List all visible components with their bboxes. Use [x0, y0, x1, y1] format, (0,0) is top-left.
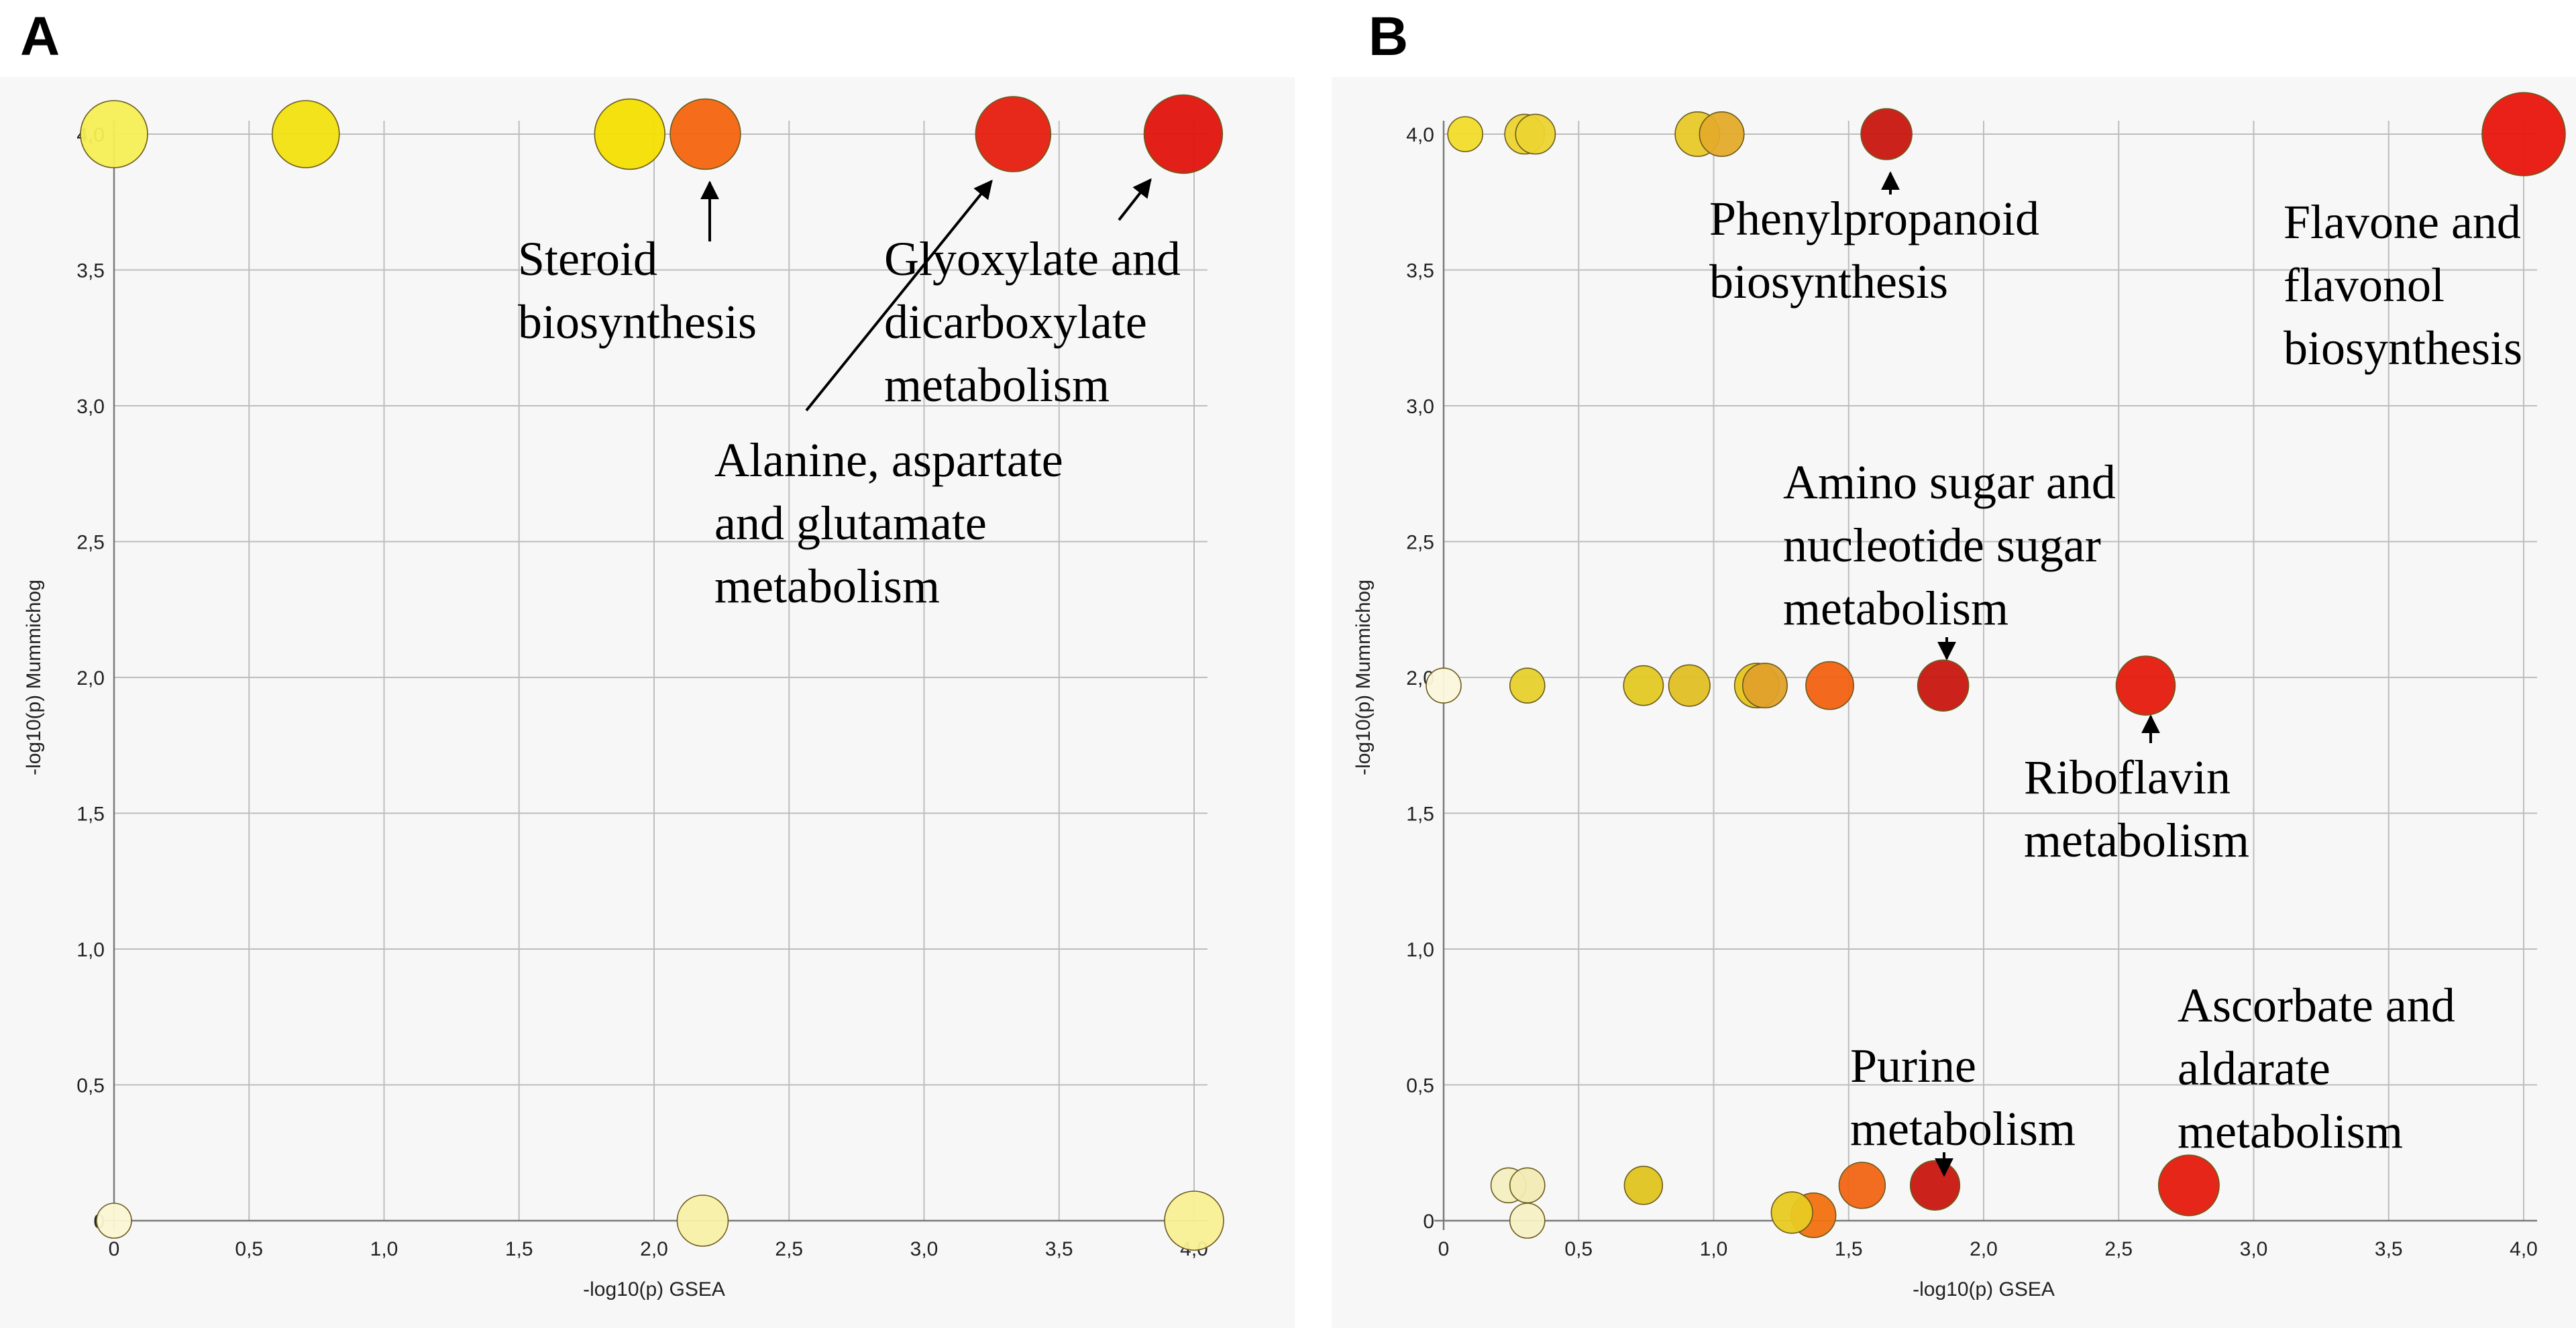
x-tick-label: 2,5	[2104, 1238, 2133, 1260]
y-tick-label: 2,5	[76, 532, 105, 554]
data-point	[1909, 1160, 1961, 1211]
panel-a: A00,51,01,52,02,53,03,54,000,51,01,52,02…	[0, 6, 1295, 1328]
data-point	[1917, 659, 1970, 712]
data-point	[1143, 94, 1224, 174]
data-point	[1838, 1162, 1886, 1209]
pathway-annotation: Amino sugar and nucleotide sugar metabolis…	[1783, 455, 2116, 635]
y-tick-label: 3,0	[76, 396, 105, 418]
y-tick-label: 1,0	[1406, 939, 1434, 961]
x-tick-label: 0,5	[235, 1238, 263, 1260]
x-tick-label: 3,0	[2240, 1238, 2268, 1260]
data-point	[1164, 1191, 1224, 1251]
panel-b: B0 0,5 1,0 1,5 2,0 2,5 3,0 3,5 4,000,51,01,52,02…	[1332, 6, 2576, 1328]
data-point	[96, 1203, 132, 1239]
data-point	[676, 1195, 729, 1247]
data-point	[1509, 1203, 1546, 1239]
x-tick-label: 1,0	[370, 1238, 398, 1260]
data-point	[1741, 663, 1788, 709]
y-axis-label: -log10(p) Mummichog	[1352, 579, 1375, 775]
x-axis-label: -log10(p) GSEA	[1913, 1278, 2055, 1301]
y-tick-label: 1,5	[76, 804, 105, 826]
data-point	[975, 96, 1052, 172]
data-point	[2157, 1154, 2220, 1217]
pathway-annotation: Riboflavin metabolism	[2024, 751, 2249, 867]
data-point	[1623, 665, 1664, 706]
y-tick-label: 0	[1423, 1211, 1434, 1233]
x-tick-label: 0	[1438, 1238, 1450, 1260]
data-point	[1623, 1166, 1664, 1205]
data-point	[1515, 113, 1556, 155]
x-tick-label: 1,0	[1700, 1238, 1728, 1260]
pathway-annotation: Alanine, aspartate and glutamate metabolis…	[714, 433, 1063, 613]
data-point	[80, 100, 148, 168]
x-tick-label: 2,0	[1970, 1238, 1998, 1260]
pathway-annotation: Phenylpropanoid biosynthesis	[1709, 192, 2039, 309]
y-tick-label: 3,0	[1406, 396, 1434, 418]
data-point	[1699, 111, 1745, 158]
data-point	[1509, 667, 1546, 704]
panel-letter: A	[20, 6, 60, 67]
data-point	[594, 98, 665, 170]
pathway-annotation: Steroid biosynthesis	[518, 232, 757, 349]
x-tick-label: 0	[109, 1238, 120, 1260]
data-point	[271, 100, 340, 168]
data-point	[669, 98, 741, 170]
x-tick-label: 1,5	[1835, 1238, 1863, 1260]
data-point	[2115, 655, 2176, 716]
data-point	[2481, 92, 2566, 176]
y-tick-label: 1,0	[76, 939, 105, 961]
x-axis-label: -log10(p) GSEA	[583, 1278, 725, 1301]
y-tick-label: 3,5	[76, 260, 105, 282]
x-tick-label: 2,5	[775, 1238, 803, 1260]
x-tick-label: 4,0	[2510, 1238, 2538, 1260]
x-tick-label: 2,0	[640, 1238, 668, 1260]
y-tick-label: 0,5	[76, 1075, 105, 1097]
panel-letter: B	[1368, 6, 1408, 67]
y-tick-label: 2,5	[1406, 532, 1434, 554]
annotation-arrow	[805, 179, 993, 412]
y-tick-label: 2,0	[76, 667, 105, 689]
data-point	[1805, 661, 1854, 710]
y-axis-label: -log10(p) Mummichog	[23, 579, 45, 775]
data-point	[1668, 664, 1711, 707]
x-tick-label: 3,5	[1045, 1238, 1073, 1260]
pathway-annotation: Flavone and flavonol biosynthesis	[2284, 195, 2522, 375]
y-tick-label: 0,5	[1406, 1075, 1434, 1097]
pathway-annotation: Purine metabolism	[1850, 1039, 2076, 1156]
data-point	[1860, 108, 1913, 160]
pathway-annotation: Glyoxylate and dicarboxylate metabolism	[884, 232, 1181, 412]
x-tick-label: 3,5	[2375, 1238, 2403, 1260]
data-point	[1509, 1167, 1546, 1204]
x-tick-label: 1,5	[505, 1238, 533, 1260]
data-point	[1770, 1191, 1813, 1234]
y-tick-label: 3,5	[1406, 260, 1434, 282]
panel-background	[0, 77, 1295, 1328]
pathway-annotation: Ascorbate and aldarate metabolism	[2178, 979, 2455, 1158]
x-tick-label: 3,0	[910, 1238, 938, 1260]
data-point	[1426, 667, 1462, 704]
annotation-arrow	[1118, 178, 1152, 221]
x-tick-label: 0,5	[1564, 1238, 1593, 1260]
y-tick-label: 4,0	[1406, 124, 1434, 146]
y-tick-label: 1,5	[1406, 804, 1434, 826]
data-point	[1447, 116, 1483, 152]
